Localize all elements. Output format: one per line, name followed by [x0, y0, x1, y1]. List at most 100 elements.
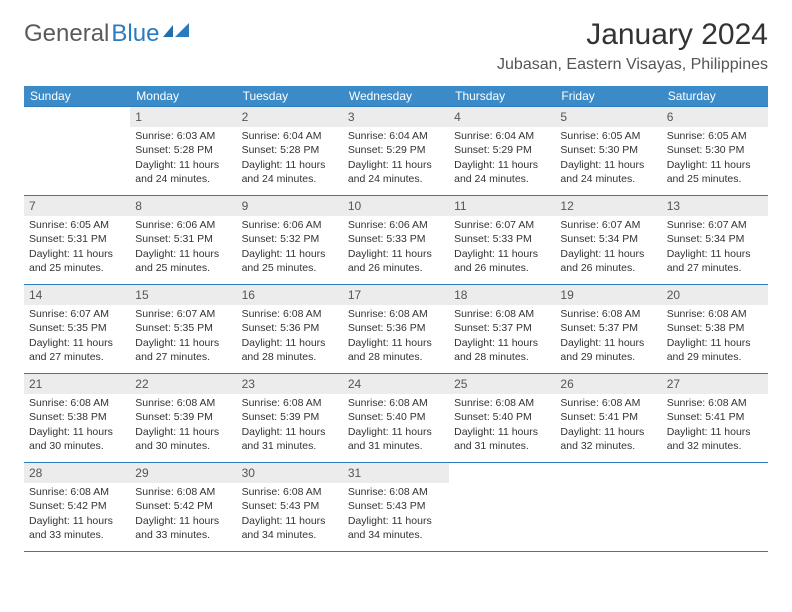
daylight1-text: Daylight: 11 hours — [135, 514, 231, 528]
sunset-text: Sunset: 5:35 PM — [29, 321, 125, 335]
daylight1-text: Daylight: 11 hours — [135, 425, 231, 439]
daylight2-text: and 29 minutes. — [560, 350, 656, 364]
sunrise-text: Sunrise: 6:08 AM — [454, 396, 550, 410]
weekday-label: Sunday — [24, 86, 130, 106]
daylight1-text: Daylight: 11 hours — [454, 158, 550, 172]
day-number: 31 — [343, 463, 449, 483]
day-number: 3 — [343, 107, 449, 127]
calendar-cell: 25Sunrise: 6:08 AMSunset: 5:40 PMDayligh… — [449, 374, 555, 462]
calendar-cell: 10Sunrise: 6:06 AMSunset: 5:33 PMDayligh… — [343, 196, 449, 284]
daylight1-text: Daylight: 11 hours — [348, 336, 444, 350]
sunrise-text: Sunrise: 6:07 AM — [560, 218, 656, 232]
day-number: 8 — [130, 196, 236, 216]
day-number: 28 — [24, 463, 130, 483]
day-info: Sunrise: 6:04 AMSunset: 5:29 PMDaylight:… — [343, 127, 449, 190]
sunrise-text: Sunrise: 6:04 AM — [348, 129, 444, 143]
calendar-cell: 2Sunrise: 6:04 AMSunset: 5:28 PMDaylight… — [237, 107, 343, 195]
daylight2-text: and 29 minutes. — [667, 350, 763, 364]
daylight2-text: and 33 minutes. — [29, 528, 125, 542]
sunrise-text: Sunrise: 6:07 AM — [667, 218, 763, 232]
weeks-container: 1Sunrise: 6:03 AMSunset: 5:28 PMDaylight… — [24, 106, 768, 552]
sunset-text: Sunset: 5:43 PM — [348, 499, 444, 513]
sunrise-text: Sunrise: 6:08 AM — [667, 307, 763, 321]
day-number — [662, 463, 768, 483]
day-number: 17 — [343, 285, 449, 305]
day-info: Sunrise: 6:08 AMSunset: 5:38 PMDaylight:… — [24, 394, 130, 457]
day-info: Sunrise: 6:07 AMSunset: 5:35 PMDaylight:… — [130, 305, 236, 368]
day-info: Sunrise: 6:07 AMSunset: 5:33 PMDaylight:… — [449, 216, 555, 279]
sunset-text: Sunset: 5:28 PM — [135, 143, 231, 157]
logo: GeneralBlue — [24, 20, 189, 48]
daylight1-text: Daylight: 11 hours — [242, 158, 338, 172]
sunrise-text: Sunrise: 6:08 AM — [242, 396, 338, 410]
daylight2-text: and 33 minutes. — [135, 528, 231, 542]
day-info: Sunrise: 6:08 AMSunset: 5:42 PMDaylight:… — [130, 483, 236, 546]
day-info: Sunrise: 6:07 AMSunset: 5:35 PMDaylight:… — [24, 305, 130, 368]
daylight1-text: Daylight: 11 hours — [667, 336, 763, 350]
daylight1-text: Daylight: 11 hours — [560, 158, 656, 172]
day-number: 26 — [555, 374, 661, 394]
daylight2-text: and 28 minutes. — [348, 350, 444, 364]
calendar-cell — [662, 463, 768, 551]
day-info: Sunrise: 6:08 AMSunset: 5:37 PMDaylight:… — [449, 305, 555, 368]
calendar-cell: 7Sunrise: 6:05 AMSunset: 5:31 PMDaylight… — [24, 196, 130, 284]
sunrise-text: Sunrise: 6:08 AM — [560, 307, 656, 321]
calendar-cell: 19Sunrise: 6:08 AMSunset: 5:37 PMDayligh… — [555, 285, 661, 373]
sunset-text: Sunset: 5:36 PM — [348, 321, 444, 335]
day-number: 2 — [237, 107, 343, 127]
day-number: 9 — [237, 196, 343, 216]
daylight1-text: Daylight: 11 hours — [560, 336, 656, 350]
calendar-cell: 8Sunrise: 6:06 AMSunset: 5:31 PMDaylight… — [130, 196, 236, 284]
day-info: Sunrise: 6:08 AMSunset: 5:41 PMDaylight:… — [555, 394, 661, 457]
weekday-label: Thursday — [449, 86, 555, 106]
sunrise-text: Sunrise: 6:08 AM — [348, 307, 444, 321]
calendar-cell — [449, 463, 555, 551]
calendar-cell: 16Sunrise: 6:08 AMSunset: 5:36 PMDayligh… — [237, 285, 343, 373]
sunset-text: Sunset: 5:31 PM — [29, 232, 125, 246]
daylight1-text: Daylight: 11 hours — [135, 336, 231, 350]
day-number: 24 — [343, 374, 449, 394]
sunrise-text: Sunrise: 6:08 AM — [135, 396, 231, 410]
calendar-week: 28Sunrise: 6:08 AMSunset: 5:42 PMDayligh… — [24, 462, 768, 552]
day-info: Sunrise: 6:08 AMSunset: 5:42 PMDaylight:… — [24, 483, 130, 546]
sunset-text: Sunset: 5:29 PM — [454, 143, 550, 157]
daylight2-text: and 32 minutes. — [560, 439, 656, 453]
title-block: January 2024 Jubasan, Eastern Visayas, P… — [497, 18, 768, 82]
calendar-cell: 27Sunrise: 6:08 AMSunset: 5:41 PMDayligh… — [662, 374, 768, 462]
calendar-cell — [555, 463, 661, 551]
day-number: 15 — [130, 285, 236, 305]
day-number: 23 — [237, 374, 343, 394]
calendar-cell: 31Sunrise: 6:08 AMSunset: 5:43 PMDayligh… — [343, 463, 449, 551]
location-text: Jubasan, Eastern Visayas, Philippines — [497, 56, 768, 74]
daylight2-text: and 34 minutes. — [242, 528, 338, 542]
sunrise-text: Sunrise: 6:03 AM — [135, 129, 231, 143]
sunset-text: Sunset: 5:30 PM — [667, 143, 763, 157]
day-number: 6 — [662, 107, 768, 127]
day-number — [449, 463, 555, 483]
day-number: 27 — [662, 374, 768, 394]
day-info: Sunrise: 6:08 AMSunset: 5:36 PMDaylight:… — [343, 305, 449, 368]
calendar-cell: 3Sunrise: 6:04 AMSunset: 5:29 PMDaylight… — [343, 107, 449, 195]
sunset-text: Sunset: 5:41 PM — [560, 410, 656, 424]
daylight1-text: Daylight: 11 hours — [348, 158, 444, 172]
calendar-cell: 6Sunrise: 6:05 AMSunset: 5:30 PMDaylight… — [662, 107, 768, 195]
sunset-text: Sunset: 5:30 PM — [560, 143, 656, 157]
daylight1-text: Daylight: 11 hours — [135, 158, 231, 172]
sunset-text: Sunset: 5:40 PM — [348, 410, 444, 424]
weekday-label: Friday — [555, 86, 661, 106]
sunset-text: Sunset: 5:36 PM — [242, 321, 338, 335]
daylight1-text: Daylight: 11 hours — [667, 425, 763, 439]
daylight1-text: Daylight: 11 hours — [242, 425, 338, 439]
day-number: 21 — [24, 374, 130, 394]
day-number — [24, 107, 130, 127]
weekday-label: Wednesday — [343, 86, 449, 106]
calendar-cell: 22Sunrise: 6:08 AMSunset: 5:39 PMDayligh… — [130, 374, 236, 462]
sunset-text: Sunset: 5:28 PM — [242, 143, 338, 157]
month-title: January 2024 — [497, 18, 768, 52]
calendar-cell: 23Sunrise: 6:08 AMSunset: 5:39 PMDayligh… — [237, 374, 343, 462]
day-number: 11 — [449, 196, 555, 216]
sunset-text: Sunset: 5:34 PM — [560, 232, 656, 246]
day-info: Sunrise: 6:04 AMSunset: 5:29 PMDaylight:… — [449, 127, 555, 190]
daylight1-text: Daylight: 11 hours — [29, 425, 125, 439]
daylight2-text: and 25 minutes. — [242, 261, 338, 275]
